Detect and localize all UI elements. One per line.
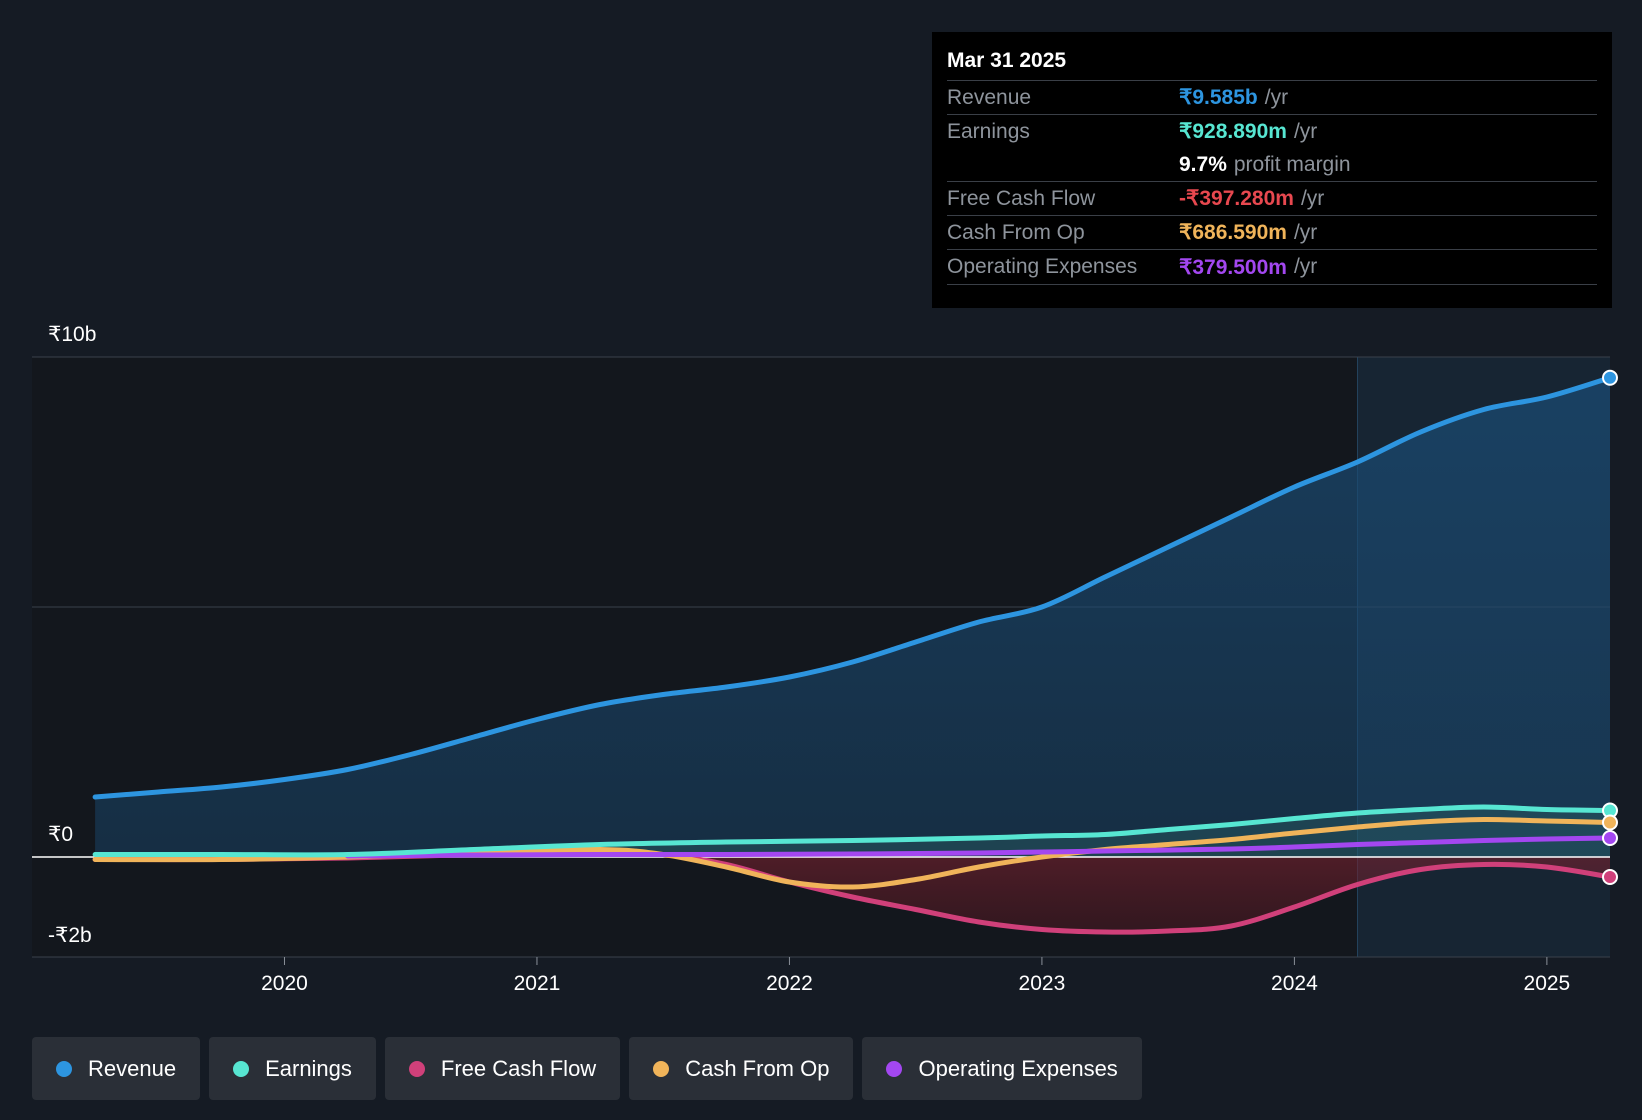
legend-item-revenue[interactable]: Revenue	[32, 1037, 201, 1100]
x-tick-label: 2020	[261, 972, 308, 995]
legend-dot-icon	[233, 1060, 250, 1077]
legend-item-operating-expenses[interactable]: Operating Expenses	[862, 1037, 1142, 1100]
tooltip-label: Revenue	[947, 85, 1032, 109]
legend-item-cash-from-op[interactable]: Cash From Op	[629, 1037, 854, 1100]
legend-item-earnings[interactable]: Earnings	[209, 1037, 376, 1100]
tooltip-row-free-cash-flow: Free Cash Flow -₹397.280m /yr	[947, 181, 1597, 215]
tooltip-row-profit-margin: 9.7% profit margin	[947, 148, 1597, 181]
tooltip-value: 9.7%	[1179, 152, 1227, 176]
tooltip-row-revenue: Revenue ₹9.585b /yr	[947, 80, 1597, 114]
y-tick-label: ₹0	[48, 823, 73, 846]
tooltip-unit: /yr	[1293, 255, 1318, 278]
tooltip-row-cash-from-op: Cash From Op ₹686.590m /yr	[947, 215, 1597, 249]
tooltip-value: ₹928.890m	[1179, 120, 1287, 143]
legend-item-free-cash-flow[interactable]: Free Cash Flow	[384, 1037, 621, 1100]
x-tick-label: 2022	[766, 972, 813, 995]
x-tick-label: 2024	[1271, 972, 1318, 995]
legend-label: Cash From Op	[685, 1055, 830, 1081]
tooltip-unit: /yr	[1300, 186, 1325, 210]
tooltip-label: Cash From Op	[947, 220, 1085, 244]
tooltip-row-operating-expenses: Operating Expenses ₹379.500m /yr	[947, 249, 1597, 285]
operating-expenses-line	[345, 835, 1613, 859]
revenue-line	[92, 375, 1613, 800]
tooltip-date: Mar 31 2025	[947, 49, 1067, 72]
y-tick-label: -₹2b	[48, 924, 92, 947]
x-tick-label: 2025	[1524, 972, 1571, 995]
tooltip-unit: /yr	[1264, 85, 1289, 109]
chart-legend: Revenue Earnings Free Cash Flow Cash Fro…	[32, 1037, 1151, 1100]
tooltip-value: -₹397.280m	[1179, 187, 1294, 210]
legend-label: Earnings	[265, 1055, 352, 1081]
data-tooltip: Mar 31 2025 Revenue ₹9.585b /yr Earnings…	[932, 32, 1612, 308]
tooltip-value: ₹9.585b	[1179, 86, 1258, 109]
tooltip-unit: /yr	[1293, 119, 1318, 143]
tooltip-row-earnings: Earnings ₹928.890m /yr	[947, 114, 1597, 148]
y-tick-label: ₹10b	[48, 323, 96, 346]
tooltip-unit: profit margin	[1233, 152, 1351, 176]
tooltip-label: Free Cash Flow	[947, 186, 1096, 210]
tooltip-unit: /yr	[1293, 220, 1318, 244]
legend-label: Free Cash Flow	[440, 1055, 597, 1081]
tooltip-value: ₹686.590m	[1179, 221, 1287, 244]
x-tick-label: 2021	[514, 972, 561, 995]
tooltip-label: Earnings	[947, 119, 1030, 143]
earnings-line	[92, 804, 1613, 858]
tooltip-label: Operating Expenses	[947, 255, 1138, 278]
free-cash-flow-area	[95, 852, 1611, 933]
legend-label: Revenue	[88, 1055, 177, 1081]
x-tick-label: 2023	[1019, 972, 1066, 995]
earnings-area	[95, 807, 1611, 857]
cash-from-op-end-point	[1602, 814, 1618, 831]
legend-label: Operating Expenses	[918, 1055, 1118, 1081]
legend-dot-icon	[408, 1060, 425, 1077]
legend-dot-icon	[56, 1060, 72, 1077]
legend-dot-icon	[886, 1060, 903, 1077]
operating-expenses-end-point	[1602, 830, 1618, 846]
tooltip-value: ₹379.500m	[1179, 255, 1287, 279]
legend-dot-icon	[653, 1060, 670, 1077]
revenue-end-point	[1602, 369, 1618, 386]
free-cash-flow-end-point	[1602, 869, 1618, 885]
